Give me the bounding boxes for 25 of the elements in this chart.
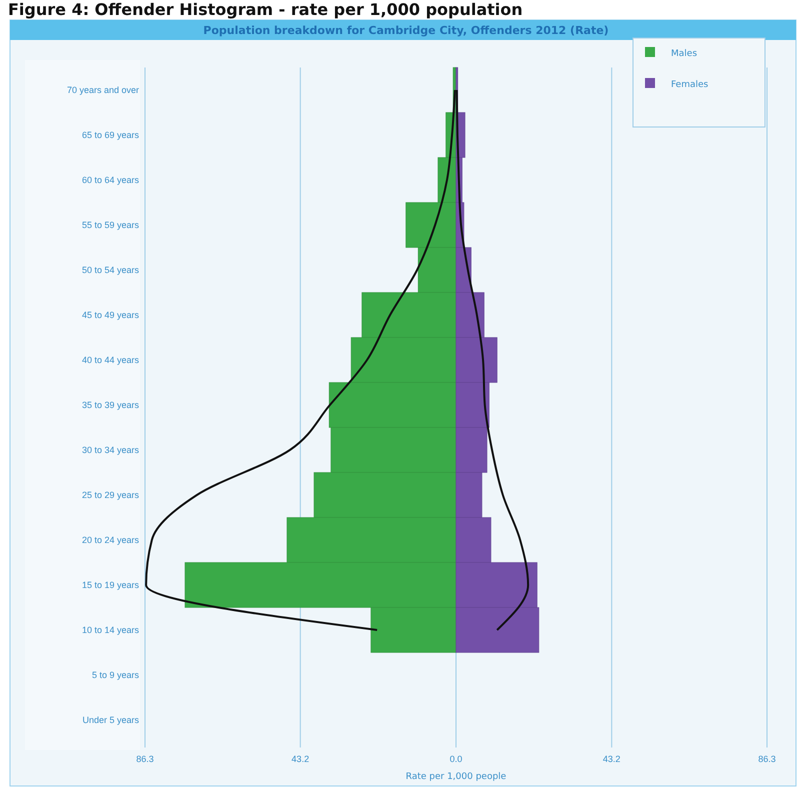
y-tick-label: 70 years and over xyxy=(66,84,139,95)
x-tick-label: 86.3 xyxy=(136,754,154,764)
y-tick-label: 25 to 29 years xyxy=(82,490,140,500)
y-tick-label: 65 to 69 years xyxy=(82,130,140,140)
x-tick-label: 43.2 xyxy=(602,754,620,764)
y-tick-label: 40 to 44 years xyxy=(82,354,140,365)
x-tick-label: 86.3 xyxy=(758,754,776,764)
y-tick-label: 35 to 39 years xyxy=(82,400,140,410)
y-tick-label: 15 to 19 years xyxy=(82,580,140,590)
chart-subtitle: Population breakdown for Cambridge City, Offenders 2012 (Rate) xyxy=(203,24,609,37)
y-tick-label: 20 to 24 years xyxy=(82,534,140,545)
y-tick-label: 30 to 34 years xyxy=(82,444,140,455)
chart-title: Figure 4: Offender Histogram - rate per 1,000 population xyxy=(8,0,523,19)
y-tick-label: 10 to 14 years xyxy=(82,624,140,635)
y-tick-label: Under 5 years xyxy=(82,714,140,725)
y-tick-label: 5 to 9 years xyxy=(92,670,140,680)
x-axis-title: Rate per 1,000 people xyxy=(406,772,507,782)
x-tick-label: 43.2 xyxy=(292,754,310,764)
legend-label: Males xyxy=(671,49,698,59)
y-tick-label: 55 to 59 years xyxy=(82,220,140,230)
y-tick-label: 50 to 54 years xyxy=(82,264,140,275)
x-tick-label: 0.0 xyxy=(450,754,462,764)
y-tick-label: 45 to 49 years xyxy=(82,310,140,320)
legend-label: Females xyxy=(671,80,709,90)
y-tick-label: 60 to 64 years xyxy=(82,174,140,185)
